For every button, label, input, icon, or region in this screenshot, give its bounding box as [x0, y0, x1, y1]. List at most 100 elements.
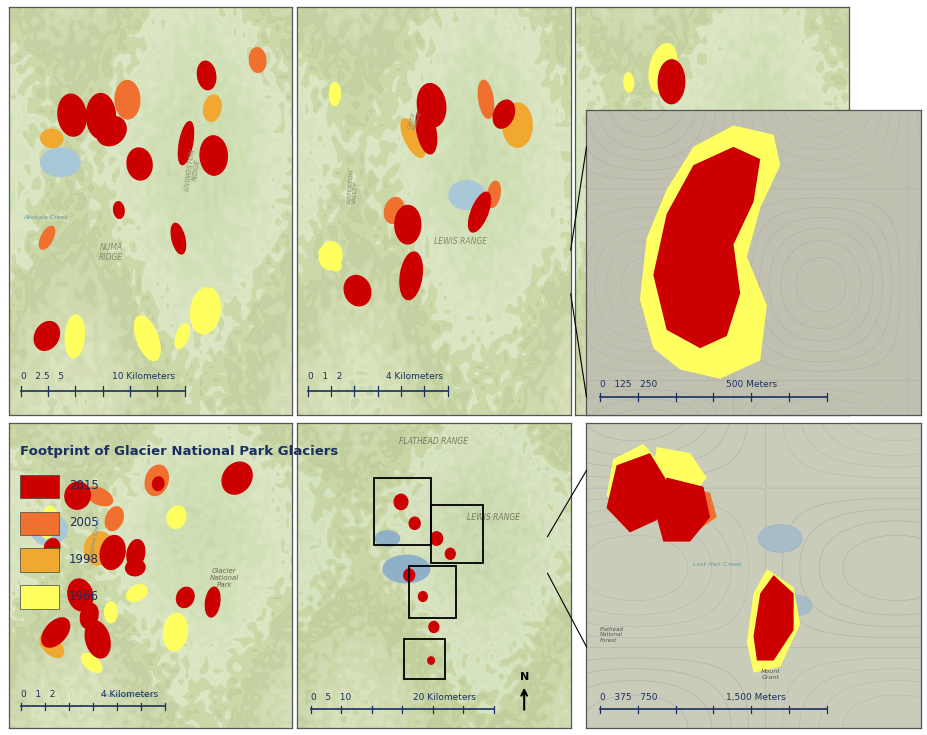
- Circle shape: [445, 548, 455, 559]
- Ellipse shape: [417, 84, 445, 127]
- Ellipse shape: [400, 252, 422, 300]
- Circle shape: [430, 532, 442, 545]
- Text: 1998: 1998: [69, 553, 98, 566]
- Ellipse shape: [40, 634, 63, 657]
- Ellipse shape: [375, 531, 400, 546]
- Ellipse shape: [41, 129, 63, 148]
- Text: Thompson Creek: Thompson Creek: [100, 693, 153, 698]
- Text: 0   125   250: 0 125 250: [599, 380, 656, 390]
- Ellipse shape: [113, 201, 124, 218]
- Ellipse shape: [400, 119, 425, 157]
- Text: Mount
Grant: Mount Grant: [759, 669, 780, 680]
- Ellipse shape: [329, 83, 340, 106]
- Text: 0   1   2: 0 1 2: [20, 689, 55, 699]
- Text: 2005: 2005: [69, 516, 98, 529]
- Ellipse shape: [319, 242, 341, 270]
- Text: N: N: [519, 673, 528, 682]
- Polygon shape: [666, 484, 716, 536]
- Ellipse shape: [653, 242, 670, 289]
- Ellipse shape: [84, 532, 113, 565]
- Ellipse shape: [395, 205, 420, 244]
- Ellipse shape: [115, 81, 140, 119]
- Text: 20 Kilometers: 20 Kilometers: [413, 692, 476, 702]
- Text: 4 Kilometers: 4 Kilometers: [101, 689, 159, 699]
- Text: 500 Meters: 500 Meters: [725, 380, 777, 390]
- Text: 0   375   750: 0 375 750: [599, 692, 656, 702]
- Text: Logan Creek: Logan Creek: [624, 158, 664, 163]
- Ellipse shape: [606, 216, 629, 249]
- Ellipse shape: [205, 587, 220, 617]
- Ellipse shape: [41, 148, 80, 176]
- Ellipse shape: [249, 48, 265, 73]
- Ellipse shape: [34, 322, 59, 351]
- Text: 0   1   2: 0 1 2: [586, 372, 620, 381]
- Bar: [431, 505, 483, 563]
- Ellipse shape: [82, 653, 102, 673]
- Text: 4 Kilometers: 4 Kilometers: [386, 372, 442, 381]
- Ellipse shape: [648, 43, 676, 93]
- Ellipse shape: [203, 95, 221, 121]
- Text: GREY
RIDGE: GREY RIDGE: [406, 108, 423, 131]
- Ellipse shape: [68, 579, 93, 611]
- Ellipse shape: [468, 193, 490, 232]
- Text: 1,500 Meters: 1,500 Meters: [725, 692, 785, 702]
- Ellipse shape: [176, 587, 194, 608]
- Ellipse shape: [96, 116, 126, 146]
- Ellipse shape: [152, 477, 164, 490]
- Circle shape: [409, 517, 420, 529]
- Ellipse shape: [65, 482, 90, 509]
- Text: Flathead
National
Forest: Flathead National Forest: [599, 627, 623, 643]
- Ellipse shape: [85, 487, 112, 506]
- Ellipse shape: [44, 539, 60, 556]
- Ellipse shape: [200, 136, 227, 175]
- Text: 1966: 1966: [69, 589, 98, 603]
- Text: LEWIS RANGE: LEWIS RANGE: [434, 237, 487, 246]
- Text: 0   2.5   5: 0 2.5 5: [20, 372, 64, 381]
- Ellipse shape: [178, 121, 194, 165]
- Ellipse shape: [127, 539, 145, 567]
- Ellipse shape: [415, 108, 437, 154]
- Ellipse shape: [797, 193, 822, 213]
- Circle shape: [418, 592, 426, 601]
- Ellipse shape: [134, 316, 160, 361]
- Ellipse shape: [40, 226, 55, 249]
- Ellipse shape: [65, 315, 84, 358]
- Circle shape: [403, 569, 414, 581]
- Ellipse shape: [127, 148, 152, 180]
- Ellipse shape: [167, 506, 185, 528]
- Ellipse shape: [657, 60, 684, 104]
- Polygon shape: [653, 147, 759, 348]
- Ellipse shape: [344, 276, 371, 306]
- Polygon shape: [606, 444, 659, 514]
- Text: WATERTON
VALLEY: WATERTON VALLEY: [346, 168, 360, 204]
- Ellipse shape: [644, 184, 656, 201]
- Ellipse shape: [383, 556, 429, 583]
- Text: Akokala Creek: Akokala Creek: [23, 215, 69, 220]
- Text: Footprint of Glacier National Park Glaciers: Footprint of Glacier National Park Glaci…: [20, 445, 338, 458]
- Text: Virginia Creek: Virginia Creek: [88, 517, 103, 561]
- Ellipse shape: [86, 93, 115, 139]
- Ellipse shape: [171, 223, 185, 254]
- Bar: [374, 478, 431, 545]
- Polygon shape: [656, 478, 709, 542]
- Ellipse shape: [81, 603, 98, 628]
- Ellipse shape: [175, 323, 189, 348]
- Text: NUMA
RIDGE: NUMA RIDGE: [99, 243, 123, 262]
- Polygon shape: [606, 453, 666, 532]
- Text: Glacier
National
Park: Glacier National Park: [210, 568, 239, 588]
- Text: 4 Kilometers: 4 Kilometers: [664, 372, 720, 381]
- Ellipse shape: [42, 618, 70, 647]
- Ellipse shape: [319, 248, 340, 270]
- Ellipse shape: [197, 61, 216, 90]
- Text: LIVINGSTON
RIDGE: LIVINGSTON RIDGE: [184, 148, 202, 192]
- Ellipse shape: [125, 559, 145, 576]
- Ellipse shape: [645, 231, 672, 259]
- Ellipse shape: [100, 536, 125, 570]
- Ellipse shape: [623, 73, 633, 92]
- Ellipse shape: [31, 514, 68, 545]
- Text: 0   5   10: 0 5 10: [311, 692, 350, 702]
- Ellipse shape: [105, 602, 117, 623]
- Text: 10 Kilometers: 10 Kilometers: [112, 372, 175, 381]
- Text: 2015: 2015: [69, 479, 98, 492]
- Text: Lost Hair Creek: Lost Hair Creek: [692, 562, 741, 567]
